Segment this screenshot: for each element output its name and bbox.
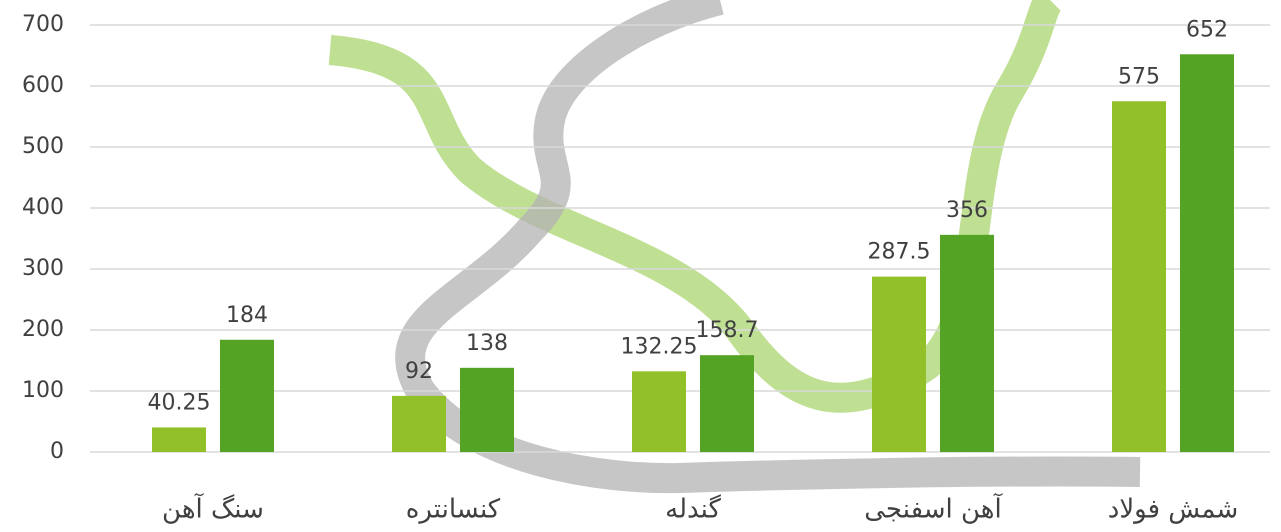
x-tick-label: آهن اسفنجی — [864, 493, 1003, 525]
bar — [152, 427, 206, 452]
bar — [1112, 101, 1166, 452]
x-tick-label: سنگ آهن — [162, 493, 264, 525]
bar — [220, 340, 274, 452]
bar — [460, 368, 514, 452]
y-tick-label: 0 — [50, 439, 64, 464]
value-label: 92 — [405, 359, 433, 384]
y-tick-label: 500 — [22, 134, 64, 159]
chart: 0 100 200 300 400 500 600 700 سنگ آهن 40.25 184 کنس… — [0, 0, 1281, 532]
value-label: 652 — [1186, 17, 1228, 42]
value-label: 132.25 — [621, 334, 698, 359]
y-tick-label: 700 — [22, 12, 64, 37]
value-label: 158.7 — [696, 318, 759, 343]
bar — [1180, 54, 1234, 452]
x-tick-label: شمش فولاد — [1108, 495, 1239, 525]
y-tick-label: 200 — [22, 317, 64, 342]
value-label: 287.5 — [868, 240, 931, 265]
value-label: 184 — [226, 303, 268, 328]
y-tick-label: 600 — [22, 73, 64, 98]
bar — [940, 235, 994, 452]
value-label: 356 — [946, 198, 988, 223]
value-label: 138 — [466, 331, 508, 356]
x-tick-label: گندله — [665, 494, 721, 525]
y-tick-label: 400 — [22, 195, 64, 220]
value-label: 575 — [1118, 64, 1160, 89]
bar — [632, 371, 686, 452]
y-tick-label: 300 — [22, 256, 64, 281]
y-tick-label: 100 — [22, 378, 64, 403]
x-tick-label: کنسانتره — [406, 495, 501, 525]
bar — [700, 355, 754, 452]
bar — [392, 396, 446, 452]
value-label: 40.25 — [148, 390, 211, 415]
bar — [872, 277, 926, 452]
